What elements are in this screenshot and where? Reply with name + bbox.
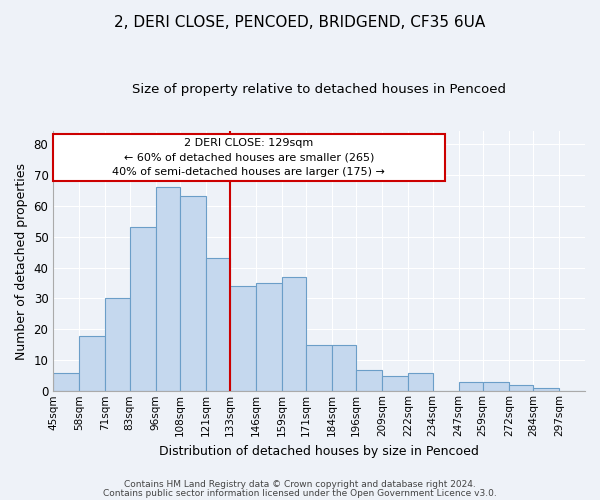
Text: Contains public sector information licensed under the Open Government Licence v3: Contains public sector information licen… — [103, 488, 497, 498]
Bar — [382, 376, 409, 392]
Title: Size of property relative to detached houses in Pencoed: Size of property relative to detached ho… — [132, 82, 506, 96]
Bar — [282, 277, 306, 392]
Bar — [179, 196, 206, 392]
Text: 2, DERI CLOSE, PENCOED, BRIDGEND, CF35 6UA: 2, DERI CLOSE, PENCOED, BRIDGEND, CF35 6… — [115, 15, 485, 30]
Bar — [482, 382, 509, 392]
Bar — [356, 370, 382, 392]
Bar — [130, 228, 155, 392]
Bar — [458, 382, 482, 392]
Bar — [155, 187, 179, 392]
Bar — [53, 134, 445, 181]
Bar — [106, 298, 130, 392]
Bar — [53, 372, 79, 392]
Text: 2 DERI CLOSE: 129sqm
← 60% of detached houses are smaller (265)
40% of semi-deta: 2 DERI CLOSE: 129sqm ← 60% of detached h… — [112, 138, 385, 177]
Bar — [230, 286, 256, 392]
Bar — [409, 372, 433, 392]
Bar — [256, 283, 282, 392]
X-axis label: Distribution of detached houses by size in Pencoed: Distribution of detached houses by size … — [159, 444, 479, 458]
Y-axis label: Number of detached properties: Number of detached properties — [15, 163, 28, 360]
Bar — [533, 388, 559, 392]
Bar — [79, 336, 106, 392]
Bar — [509, 385, 533, 392]
Bar — [206, 258, 230, 392]
Text: Contains HM Land Registry data © Crown copyright and database right 2024.: Contains HM Land Registry data © Crown c… — [124, 480, 476, 489]
Bar — [332, 345, 356, 392]
Bar — [306, 345, 332, 392]
